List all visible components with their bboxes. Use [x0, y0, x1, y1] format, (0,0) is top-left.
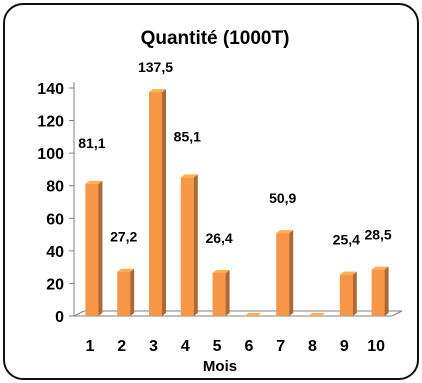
- x-tick-label: 1: [85, 338, 94, 355]
- x-tick-label: 9: [340, 338, 349, 355]
- bar-side: [352, 271, 357, 316]
- bar-top: [308, 313, 325, 316]
- data-label: 27,2: [110, 229, 137, 245]
- x-tick-label: 6: [244, 338, 253, 355]
- y-tick-label: 140: [37, 81, 64, 98]
- y-tick-label: 120: [37, 114, 64, 131]
- data-label: 50,9: [269, 190, 296, 206]
- bar-top: [149, 89, 166, 93]
- bar-side: [225, 270, 230, 316]
- bar: [244, 313, 262, 316]
- bar-top: [276, 230, 294, 234]
- bar-top: [244, 313, 262, 316]
- y-tick-label: 100: [37, 146, 64, 163]
- bar-front: [371, 269, 385, 316]
- data-labels: 81,1 27,2 137,5 85,1 26,4 50,9 25,4 28,5: [78, 59, 392, 248]
- data-label: 25,4: [333, 232, 360, 248]
- bar-front: [212, 273, 226, 316]
- bar-front: [149, 92, 162, 316]
- bar: [212, 270, 230, 316]
- bar-side: [98, 180, 103, 316]
- bar-side: [289, 230, 294, 316]
- bar: [149, 89, 166, 316]
- bar: [308, 313, 325, 316]
- y-tick-label: 40: [46, 244, 64, 261]
- chart-bars: [85, 89, 389, 316]
- bar: [371, 266, 389, 316]
- bar-top: [85, 180, 103, 184]
- x-tick-label: 2: [117, 338, 126, 355]
- bar: [276, 230, 294, 316]
- bar-top: [180, 174, 198, 178]
- bar-top: [371, 266, 389, 270]
- data-label: 28,5: [364, 227, 391, 243]
- bar-front: [339, 274, 353, 316]
- bar: [339, 271, 357, 316]
- data-label: 26,4: [205, 230, 232, 246]
- bar: [117, 268, 135, 316]
- bar-front: [117, 271, 131, 316]
- bar-front: [85, 183, 99, 316]
- x-axis-title: Mois: [203, 358, 237, 375]
- bar-side: [130, 268, 135, 316]
- bar-front: [180, 177, 194, 316]
- chart-frame: [3, 3, 419, 380]
- bar-side: [384, 266, 389, 316]
- x-tick-label: 5: [213, 338, 222, 355]
- data-label: 85,1: [174, 128, 201, 144]
- x-tick-labels: 1 2 3 4 5 6 7 8 9 10: [85, 338, 385, 355]
- x-tick-label: 10: [367, 338, 385, 355]
- bar-side: [162, 89, 166, 316]
- bar-top: [339, 271, 357, 275]
- bar-side: [193, 174, 198, 316]
- bar: [85, 180, 103, 316]
- chart-title: Quantité (1000T): [141, 28, 290, 49]
- data-label: 137,5: [138, 59, 173, 75]
- bar-front: [276, 233, 290, 316]
- data-label: 81,1: [78, 135, 105, 151]
- x-tick-label: 3: [149, 338, 158, 355]
- bar: [180, 174, 198, 316]
- x-tick-label: 8: [308, 338, 317, 355]
- y-tick-labels: 0 20 40 60 80 100 120 140: [37, 81, 64, 326]
- x-tick-label: 7: [276, 338, 285, 355]
- y-tick-label: 0: [55, 309, 64, 326]
- y-tick-label: 20: [46, 276, 64, 293]
- y-tick-label: 60: [46, 211, 64, 228]
- bar-top: [212, 270, 230, 274]
- y-tick-label: 80: [46, 179, 64, 196]
- x-tick-label: 4: [181, 338, 190, 355]
- bar-top: [117, 268, 135, 272]
